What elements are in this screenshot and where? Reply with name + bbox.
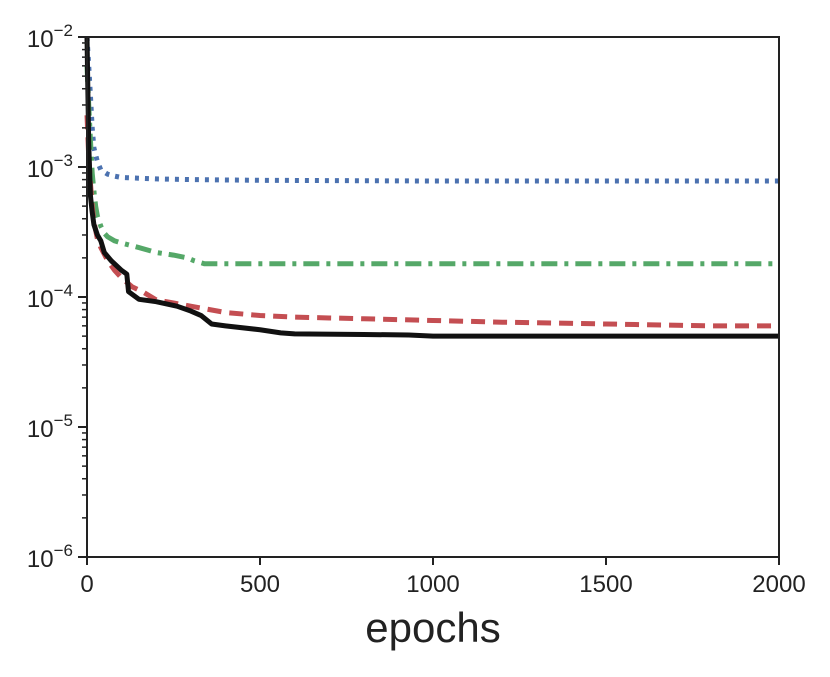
series-line-1 (84, 36, 779, 184)
series-layer (84, 36, 779, 339)
labels-layer: 0 500 1000 1500 2000 10−6 10−5 10−4 10−3 10−2 (27, 21, 806, 598)
x-tick-label: 2000 (752, 571, 805, 598)
y-tick-label: 10−4 (27, 281, 73, 313)
x-tick-label: 500 (240, 571, 280, 598)
plot-frame (86, 36, 780, 558)
x-tick-label: 1500 (579, 571, 632, 598)
series-line-2 (84, 65, 779, 267)
y-tick-label: 10−5 (27, 411, 73, 443)
y-tick-label: 10−2 (27, 21, 73, 53)
series-line-3 (84, 115, 779, 329)
y-tick-label: 10−6 (27, 541, 73, 573)
ticks-layer (78, 36, 780, 565)
x-tick-label: 1000 (406, 571, 459, 598)
series-line-4 (84, 36, 779, 339)
y-tick-label: 10−3 (27, 151, 73, 183)
x-axis-title: epochs (365, 604, 500, 651)
x-tick-label: 0 (80, 571, 93, 598)
